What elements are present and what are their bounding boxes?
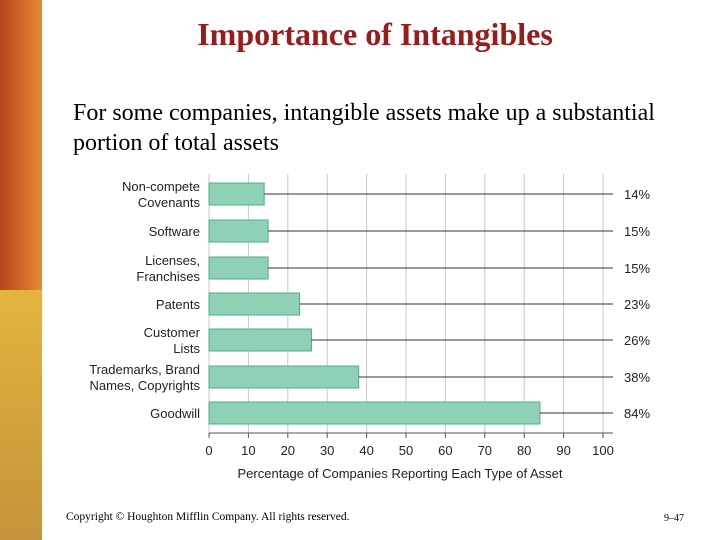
bar-4 (208, 328, 312, 352)
value-label-2: 15% (624, 261, 650, 276)
value-label-5: 38% (624, 370, 650, 385)
x-axis-title: Percentage of Companies Reporting Each T… (238, 466, 563, 481)
category-label-0-1: Covenants (138, 195, 201, 210)
slide-subtitle: For some companies, intangible assets ma… (73, 100, 655, 156)
chart-bars (208, 182, 541, 425)
x-tick-label-10: 10 (241, 443, 255, 458)
category-label-0-0: Non-compete (122, 179, 200, 194)
bar-0 (208, 182, 265, 206)
x-tick-label-60: 60 (438, 443, 452, 458)
x-tick-label-0: 0 (205, 443, 212, 458)
category-label-3-0: Patents (156, 297, 201, 312)
sidebar-band-top (0, 0, 42, 290)
value-label-0: 14% (624, 187, 650, 202)
category-label-1-0: Software (149, 224, 200, 239)
category-label-4-0: Customer (144, 325, 201, 340)
sidebar-band-bottom (0, 290, 42, 540)
x-axis: 0 10 20 30 40 50 60 70 80 90 100 (205, 432, 614, 458)
category-label-6-0: Goodwill (150, 406, 200, 421)
x-tick-label-40: 40 (359, 443, 373, 458)
copyright-footer: Copyright © Houghton Mifflin Company. Al… (66, 511, 350, 523)
bar-5 (208, 365, 360, 389)
decorative-sidebar (0, 0, 42, 540)
value-label-4: 26% (624, 333, 650, 348)
category-label-2-0: Licenses, (145, 253, 200, 268)
x-tick-label-50: 50 (399, 443, 413, 458)
x-tick-label-100: 100 (592, 443, 614, 458)
bar-2 (208, 256, 269, 280)
category-label-2-1: Franchises (136, 269, 200, 284)
value-labels: 14% 15% 15% 23% 26% 38% 84% (624, 187, 650, 421)
page-number: 9–47 (664, 513, 684, 524)
bar-1 (208, 219, 269, 243)
x-tick-label-80: 80 (517, 443, 531, 458)
x-tick-label-30: 30 (320, 443, 334, 458)
category-label-4-1: Lists (173, 341, 200, 356)
value-label-3: 23% (624, 297, 650, 312)
value-label-1: 15% (624, 224, 650, 239)
slide-title: Importance of Intangibles (197, 16, 553, 52)
category-label-5-0: Trademarks, Brand (89, 362, 200, 377)
category-label-5-1: Names, Copyrights (89, 378, 200, 393)
bar-6 (208, 401, 541, 425)
x-tick-label-90: 90 (556, 443, 570, 458)
x-tick-label-70: 70 (478, 443, 492, 458)
value-label-6: 84% (624, 406, 650, 421)
x-tick-label-20: 20 (281, 443, 295, 458)
bar-3 (208, 292, 301, 316)
chart-leader-lines (264, 193, 613, 414)
